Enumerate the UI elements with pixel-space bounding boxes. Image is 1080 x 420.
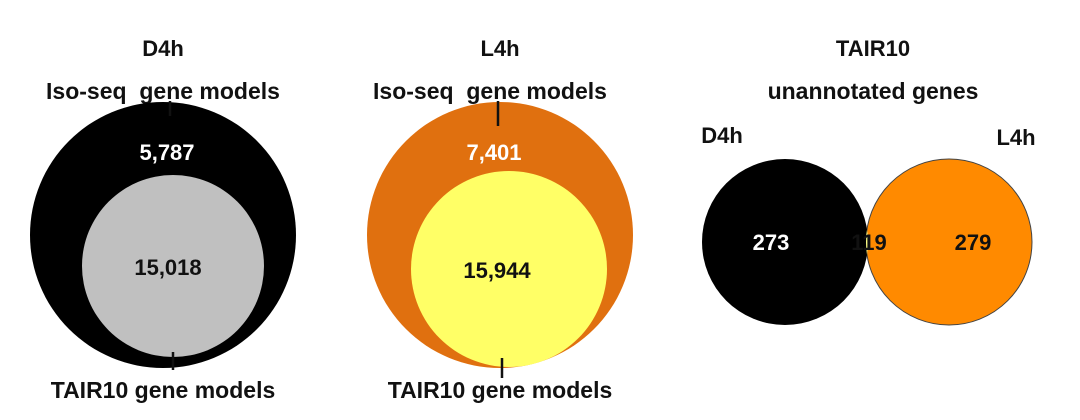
panel-d4h: D4h Iso-seq gene models 5,787 15,018 TAI…	[30, 36, 296, 403]
venn-overlap-count: 119	[851, 230, 887, 255]
panel-d4h-outer-count: 5,787	[139, 140, 194, 165]
venn-left-circle	[702, 159, 868, 325]
venn-left-label: D4h	[701, 123, 743, 148]
panel-d4h-bottom-label: TAIR10 gene models	[51, 377, 276, 403]
panel-d4h-top-label: Iso-seq gene models	[46, 78, 280, 104]
venn-left-only-count: 273	[753, 230, 790, 255]
panel-d4h-inner-circle	[82, 175, 264, 357]
venn-right-only-count: 279	[955, 230, 992, 255]
venn-right-circle	[865, 158, 1033, 326]
panel-l4h-bottom-label: TAIR10 gene models	[388, 377, 613, 403]
panel-l4h-inner-count: 15,944	[463, 258, 531, 283]
panel-d4h-inner-count: 15,018	[134, 255, 201, 280]
panel-l4h: L4h Iso-seq gene models 7,401 15,944 TAI…	[367, 36, 633, 403]
venn-title-line1: TAIR10	[836, 36, 910, 61]
venn-right-label: L4h	[996, 125, 1035, 150]
panel-l4h-top-label: Iso-seq gene models	[373, 78, 607, 104]
panel-unannotated-venn: TAIR10 unannotated genes D4h L4h 273 119…	[701, 36, 1036, 326]
panel-l4h-outer-count: 7,401	[466, 140, 521, 165]
venn-title-line2: unannotated genes	[768, 78, 979, 104]
panel-l4h-inner-circle	[411, 171, 607, 367]
panel-d4h-title: D4h	[142, 36, 184, 61]
panel-l4h-title: L4h	[480, 36, 519, 61]
